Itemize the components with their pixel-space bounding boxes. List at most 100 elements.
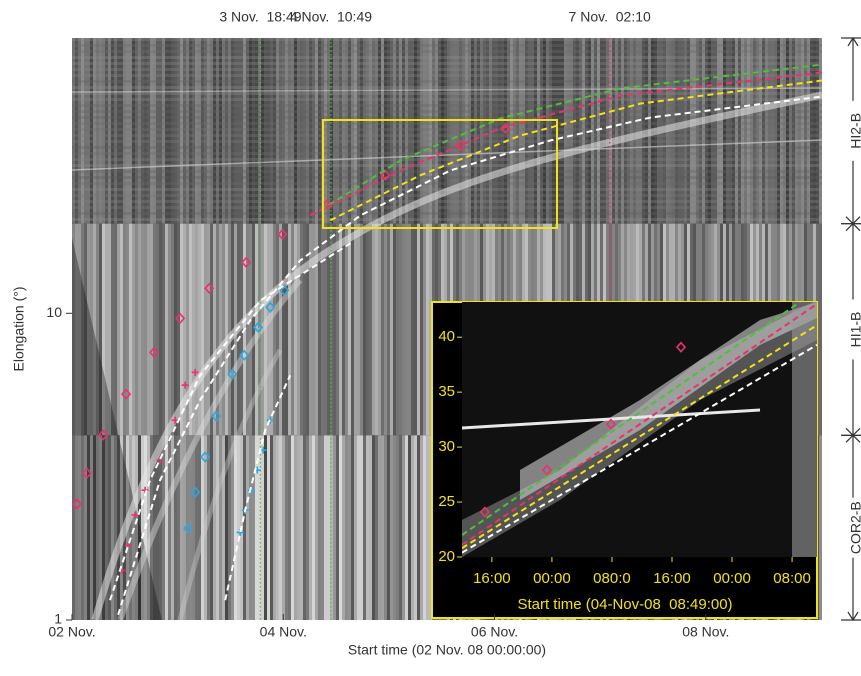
inset-x-tick-label: 080:0 [593, 570, 631, 587]
texture-stripe [420, 224, 423, 436]
texture-stripe [315, 435, 318, 620]
texture-stripe [333, 435, 336, 620]
texture-stripe [300, 435, 303, 620]
texture-stripe [414, 224, 417, 436]
texture-stripe [387, 224, 390, 436]
texture-stripe [222, 435, 225, 620]
x-tick-label: 08 Nov. [682, 624, 729, 640]
texture-stripe [360, 224, 363, 436]
texture-band [72, 38, 822, 41]
texture-band [72, 200, 822, 203]
texture-stripe [402, 224, 405, 436]
texture-stripe [423, 224, 426, 436]
texture-band [72, 74, 822, 77]
texture-stripe [213, 435, 216, 620]
texture-band [72, 104, 822, 107]
texture-stripe [366, 435, 369, 620]
event-label: 4 Nov. 10:49 [290, 9, 372, 25]
texture-stripe [306, 435, 309, 620]
texture-stripe [165, 435, 168, 620]
instrument-label: HI2-B [848, 113, 861, 149]
inset-x-tick-label: 00:00 [533, 570, 571, 587]
texture-stripe [282, 224, 285, 436]
texture-stripe [405, 435, 408, 620]
texture-stripe [297, 435, 300, 620]
texture-stripe [162, 435, 165, 620]
texture-stripe [267, 224, 270, 436]
texture-band [72, 44, 822, 47]
inset-y-tick-label: 25 [438, 493, 455, 510]
event-label: 7 Nov. 02:10 [569, 9, 651, 25]
texture-stripe [363, 224, 366, 436]
texture-stripe [336, 224, 339, 436]
texture-stripe [342, 435, 345, 620]
texture-band [72, 98, 822, 101]
texture-stripe [357, 435, 360, 620]
texture-stripe [228, 224, 231, 436]
x-axis-label: Start time (02 Nov. 08 00:00:00) [348, 642, 546, 658]
chart: Elongation (°) Start time (02 Nov. 08 00… [0, 0, 861, 676]
texture-band [72, 80, 822, 83]
texture-stripe [318, 435, 321, 620]
texture-stripe [417, 224, 420, 436]
texture-stripe [363, 435, 366, 620]
texture-stripe [321, 435, 324, 620]
texture-stripe [342, 224, 345, 436]
texture-stripe [267, 435, 270, 620]
texture-stripe [174, 435, 177, 620]
texture-stripe [297, 224, 300, 436]
texture-stripe [294, 224, 297, 436]
texture-stripe [222, 224, 225, 436]
texture-stripe [171, 435, 174, 620]
texture-stripe [393, 224, 396, 436]
texture-stripe [210, 435, 213, 620]
texture-stripe [165, 224, 168, 436]
texture-stripe [327, 435, 330, 620]
texture-stripe [369, 224, 372, 436]
texture-stripe [396, 224, 399, 436]
instrument-label: HI1-B [848, 312, 861, 348]
inset-x-tick-label: 00:00 [713, 570, 751, 587]
texture-band [72, 62, 822, 65]
inset-y-tick-label: 40 [438, 328, 455, 345]
texture-stripe [339, 224, 342, 436]
texture-stripe [114, 224, 117, 436]
texture-stripe [423, 435, 426, 620]
texture-stripe [198, 224, 201, 436]
texture-stripe [411, 224, 414, 436]
texture-stripe [264, 435, 267, 620]
texture-stripe [339, 435, 342, 620]
inset-background [462, 300, 817, 557]
texture-stripe [138, 224, 141, 436]
texture-band [72, 134, 822, 137]
texture-stripe [195, 224, 198, 436]
texture-stripe [333, 224, 336, 436]
texture-stripe [396, 435, 399, 620]
texture-stripe [237, 435, 240, 620]
texture-stripe [195, 435, 198, 620]
texture-band [72, 212, 822, 215]
texture-stripe [384, 224, 387, 436]
texture-stripe [120, 224, 123, 436]
texture-stripe [216, 435, 219, 620]
texture-stripe [177, 435, 180, 620]
texture-stripe [246, 224, 249, 436]
texture-stripe [426, 435, 429, 620]
texture-stripe [288, 435, 291, 620]
texture-band [72, 50, 822, 53]
texture-stripe [225, 224, 228, 436]
texture-stripe [348, 224, 351, 436]
texture-stripe [282, 435, 285, 620]
texture-band [72, 176, 822, 179]
inset-x-axis-label: Start time (04-Nov-08 08:49:00) [517, 596, 732, 613]
texture-stripe [312, 224, 315, 436]
texture-stripe [819, 224, 822, 436]
texture-stripe [372, 224, 375, 436]
texture-stripe [243, 435, 246, 620]
texture-stripe [270, 224, 273, 436]
texture-stripe [399, 224, 402, 436]
texture-stripe [369, 435, 372, 620]
inset-y-tick-label: 30 [438, 438, 455, 455]
texture-stripe [411, 435, 414, 620]
texture-stripe [345, 224, 348, 436]
